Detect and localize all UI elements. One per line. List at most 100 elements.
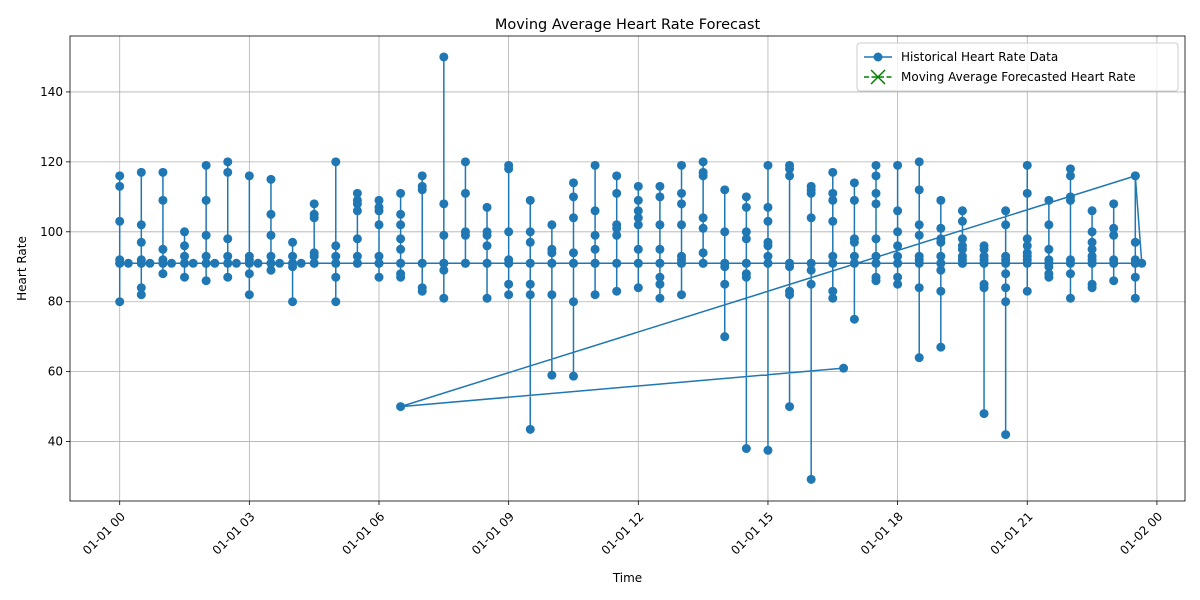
data-point [158,269,168,279]
data-point [828,293,838,303]
data-point [633,206,643,216]
data-point [677,220,687,230]
data-point [136,283,146,293]
data-point [547,370,557,380]
data-point [266,258,276,268]
data-point [504,290,514,300]
data-point [331,241,341,251]
data-point [914,258,924,268]
data-point [957,216,967,226]
data-point [136,220,146,230]
data-point [439,230,449,240]
data-point [849,237,859,247]
chart-title: Moving Average Heart Rate Forecast [495,17,761,33]
data-point [806,188,816,198]
data-point [396,188,406,198]
data-point [914,220,924,230]
data-point [525,237,535,247]
data-point [612,258,622,268]
data-point [785,171,795,181]
data-point [1044,195,1054,205]
data-point [504,279,514,289]
data-point [352,234,362,244]
data-point [763,445,773,455]
data-point [115,297,125,307]
data-point [828,258,838,268]
data-point [136,167,146,177]
data-point [677,188,687,198]
data-point [223,258,233,268]
data-point [1022,188,1032,198]
data-point [188,258,198,268]
data-point [677,160,687,170]
data-point [288,237,298,247]
data-point [374,195,384,205]
data-point [482,202,492,212]
data-point [396,234,406,244]
data-point [893,272,903,282]
data-point [828,251,838,261]
data-point [223,157,233,167]
data-point [698,258,708,268]
data-point [525,424,535,434]
data-point [698,213,708,223]
x-tick-label: 01-01 09 [469,509,517,557]
data-point [115,216,125,226]
legend-forecast-marker [870,69,886,85]
data-point [828,195,838,205]
data-point [1022,241,1032,251]
data-point [720,185,730,195]
data-point [979,283,989,293]
data-point [1087,227,1097,237]
y-tick-label: 100 [40,225,63,239]
data-point [223,234,233,244]
data-point [201,160,211,170]
x-axis: 01-01 00 01-01 03 01-01 06 01-01 09 01-01 12… [80,501,1165,557]
data-point [828,188,838,198]
data-point [547,248,557,258]
data-point [352,206,362,216]
data-point [828,286,838,296]
data-point [828,216,838,226]
data-point [893,251,903,261]
data-point [180,251,190,261]
data-point [115,171,125,181]
x-tick-label: 01-01 00 [80,509,128,557]
data-point [633,244,643,254]
data-point [677,258,687,268]
data-point [936,195,946,205]
legend-historical-label: Historical Heart Rate Data [901,50,1058,64]
data-point [568,371,578,381]
data-point [893,258,903,268]
data-point [439,199,449,209]
data-point [720,258,730,268]
data-point [785,290,795,300]
data-point [763,258,773,268]
data-point [1001,258,1011,268]
data-point [1130,272,1140,282]
data-point [231,258,241,268]
data-point [785,164,795,174]
data-point [201,230,211,240]
data-point [655,279,665,289]
y-tick-label: 120 [40,155,63,169]
data-point [136,290,146,300]
data-point [482,241,492,251]
x-axis-label: Time [612,571,642,585]
data-point [1109,223,1119,233]
data-point [309,199,319,209]
series-layer [115,52,1147,484]
y-tick-label: 80 [48,295,63,309]
data-point [180,258,190,268]
data-point [957,258,967,268]
data-point [309,251,319,261]
data-point [590,258,600,268]
data-point [741,192,751,202]
data-point [374,220,384,230]
legend-forecast-label: Moving Average Forecasted Heart Rate [901,70,1136,84]
data-point [828,167,838,177]
data-point [720,227,730,237]
data-point [633,283,643,293]
data-point [763,241,773,251]
